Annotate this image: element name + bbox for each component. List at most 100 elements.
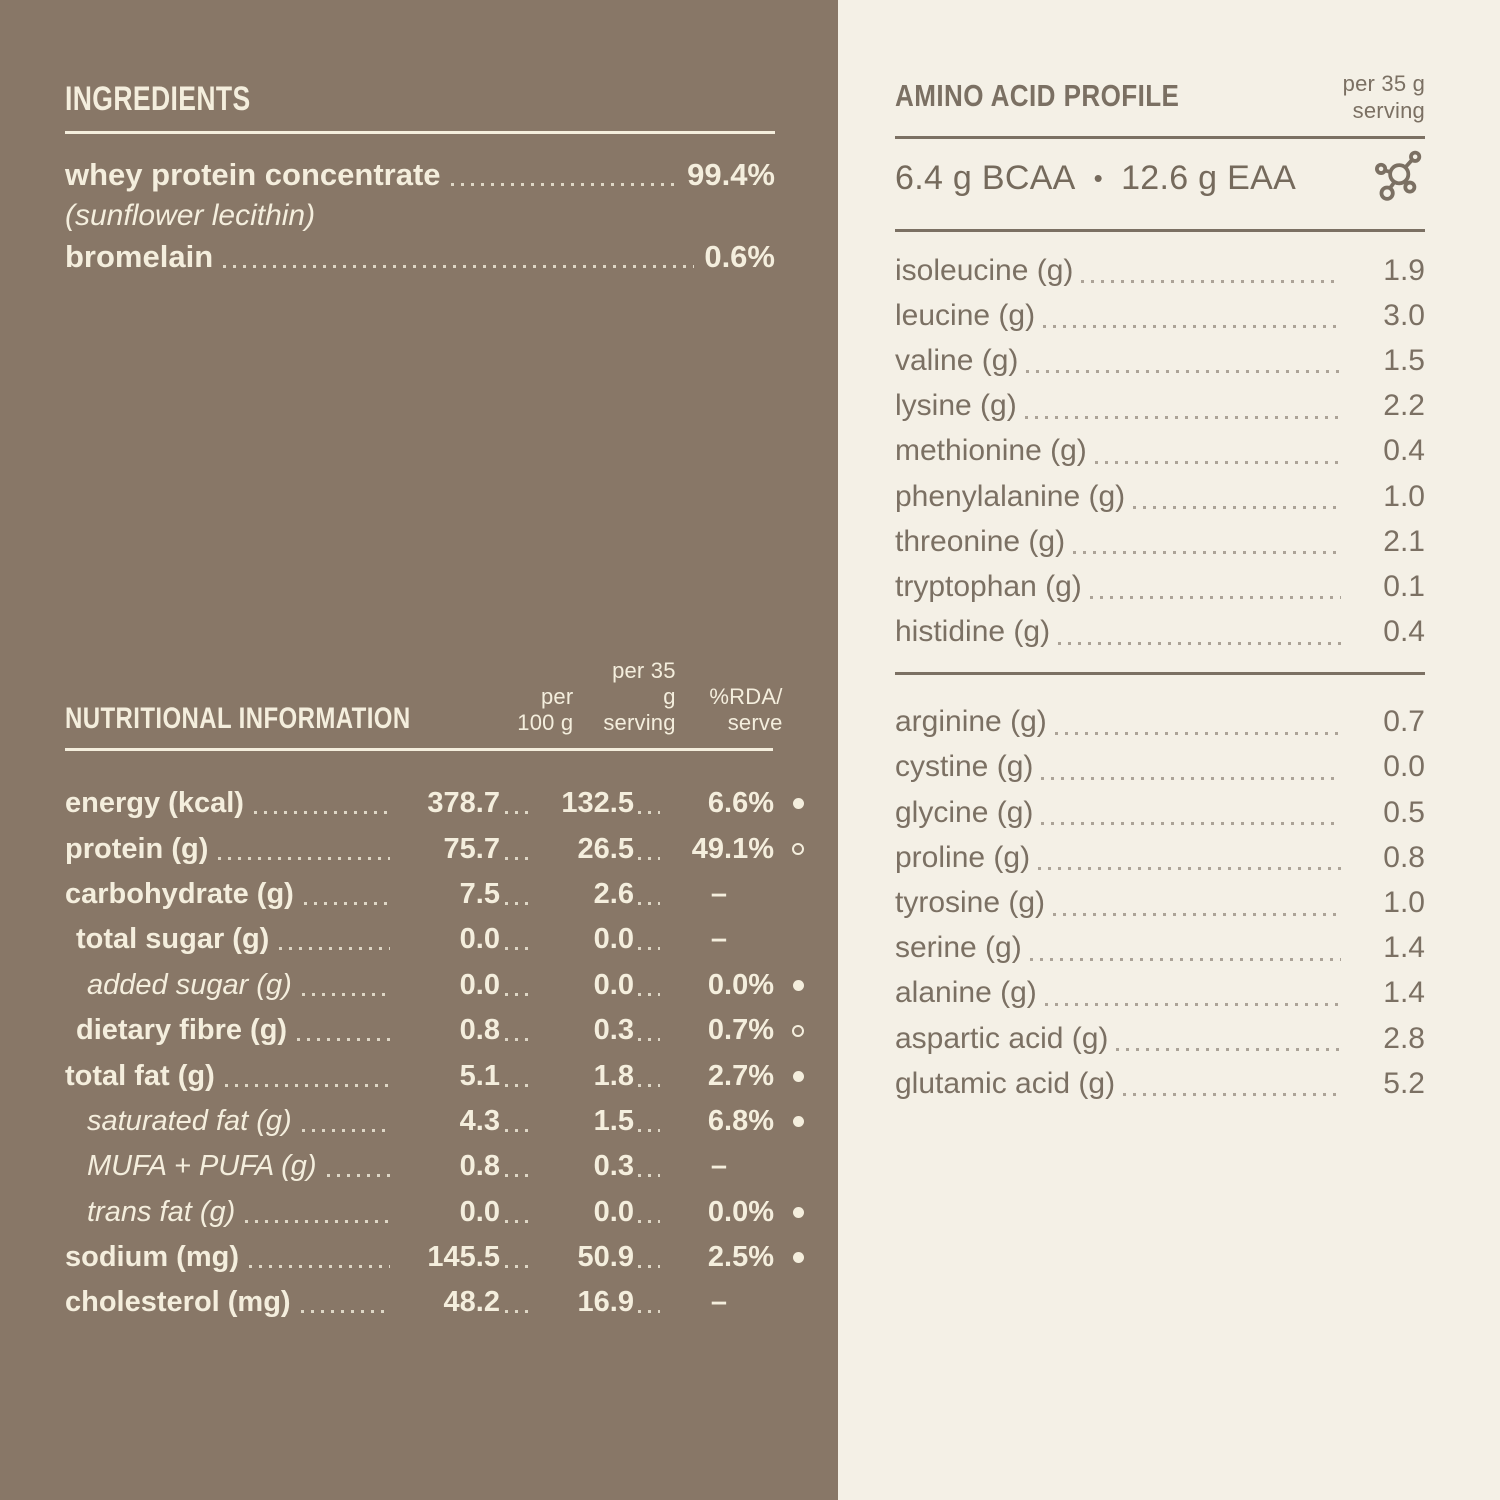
list-item: tryptophan (g) 0.1 [895, 564, 1425, 609]
row-label: total fat (g) [65, 1059, 215, 1092]
divider [895, 136, 1425, 139]
amino-title: AMINO ACID PROFILE [895, 78, 1180, 113]
amino-label: leucine (g) [895, 298, 1036, 332]
value-per-35g: 0.0 [593, 968, 634, 1001]
dot-leader [450, 182, 678, 186]
list-item: aspartic acid (g) 2.8 [895, 1016, 1425, 1061]
dot-leader [1123, 1093, 1341, 1097]
value-per-100g: 0.0 [459, 923, 500, 956]
dot-leader [505, 811, 529, 815]
row-label: sodium (mg) [65, 1241, 239, 1274]
table-row: trans fat (g) 0.0 0.0 0.0% [65, 1190, 810, 1235]
list-item: arginine (g) 0.7 [895, 700, 1425, 745]
dot-leader [301, 992, 390, 996]
amino-label: lysine (g) [895, 389, 1017, 423]
molecule-icon [1375, 150, 1422, 201]
dot-leader [505, 856, 529, 860]
dot-leader [505, 1265, 529, 1269]
value-per-35g: 1.5 [593, 1104, 634, 1137]
dot-leader [218, 856, 390, 860]
row-label: cholesterol (mg) [65, 1286, 291, 1319]
dot-leader [638, 1265, 660, 1269]
table-row: dietary fibre (g) 0.8 0.3 0.7% [65, 1008, 810, 1053]
amino-value: 0.4 [1383, 434, 1425, 468]
list-item: leucine (g) 3.0 [895, 293, 1425, 338]
row-marker [786, 1025, 810, 1037]
amino-label: aspartic acid (g) [895, 1021, 1109, 1055]
ingredient-name: whey protein concentrate [65, 157, 441, 192]
value-rda: 2.5% [707, 1241, 774, 1274]
non-essential-amino-list: arginine (g) 0.7 cystine (g) 0.0 glycine… [895, 700, 1425, 1107]
row-label: MUFA + PUFA (g) [87, 1150, 317, 1183]
dot-leader [224, 1083, 390, 1087]
dot-leader [1024, 415, 1341, 419]
dot-leader [638, 1128, 660, 1132]
amino-acid-section: AMINO ACID PROFILE per 35 g serving 6.4 … [895, 0, 1425, 1106]
dot-leader [505, 947, 529, 951]
bcaa-total: 6.4 g BCAA [895, 158, 1076, 197]
dot-leader [1041, 822, 1341, 826]
list-item: serine (g) 1.4 [895, 926, 1425, 971]
amino-value: 0.4 [1383, 615, 1425, 649]
amino-label: alanine (g) [895, 976, 1037, 1010]
row-marker [786, 1207, 810, 1218]
dot-leader [1133, 506, 1341, 510]
ingredient-note: (sunflower lecithin) [65, 199, 316, 232]
divider [895, 671, 1425, 675]
list-item: proline (g) 0.8 [895, 835, 1425, 880]
list-item: glycine (g) 0.5 [895, 790, 1425, 835]
value-per-100g: 75.7 [443, 832, 500, 865]
value-per-35g: 1.8 [593, 1059, 634, 1092]
dot-leader [638, 811, 660, 815]
value-per-35g: 2.6 [593, 877, 634, 910]
ingredient-value: 0.6% [704, 239, 775, 274]
value-per-35g: 16.9 [577, 1286, 634, 1319]
value-per-100g: 0.0 [459, 968, 500, 1001]
table-row: energy (kcal) 378.7 132.5 6.6% [65, 781, 810, 826]
list-item: valine (g) 1.5 [895, 338, 1425, 383]
table-row: added sugar (g) 0.0 0.0 0.0% [65, 963, 810, 1008]
amino-label: methionine (g) [895, 434, 1087, 468]
dot-leader [638, 1083, 660, 1087]
ingredient-row: bromelain 0.6% [65, 236, 775, 278]
amino-label: serine (g) [895, 931, 1022, 965]
value-per-35g: 26.5 [577, 832, 634, 865]
nutrition-section: NUTRITIONAL INFORMATION per 100 g per 35 … [65, 658, 810, 1326]
row-label: trans fat (g) [87, 1195, 236, 1228]
row-marker [786, 843, 810, 855]
value-rda: 0.0% [707, 968, 774, 1001]
list-item: alanine (g) 1.4 [895, 971, 1425, 1016]
dot-leader [505, 1174, 529, 1178]
amino-value: 3.0 [1383, 298, 1425, 332]
dot-leader [303, 901, 390, 905]
amino-value: 1.4 [1383, 976, 1425, 1010]
dot-leader [1041, 776, 1341, 780]
value-per-100g: 48.2 [443, 1286, 500, 1319]
table-row: cholesterol (mg) 48.2 16.9 – [65, 1280, 810, 1325]
divider [65, 748, 773, 751]
amino-value: 0.5 [1383, 795, 1425, 829]
dot-leader [638, 856, 660, 860]
value-per-100g: 145.5 [427, 1241, 500, 1274]
row-marker [786, 980, 810, 991]
dot-leader [326, 1174, 390, 1178]
row-label: dietary fibre (g) [76, 1014, 288, 1047]
row-marker [786, 1071, 810, 1082]
table-row: protein (g) 75.7 26.5 49.1% [65, 826, 810, 871]
amino-value: 2.1 [1383, 524, 1425, 558]
dot-leader [505, 1219, 529, 1223]
nutrition-title: NUTRITIONAL INFORMATION [65, 702, 411, 735]
value-rda: 0.0% [707, 1195, 774, 1228]
amino-value: 0.8 [1383, 840, 1425, 874]
value-rda: 6.6% [707, 787, 774, 820]
value-rda: 0.7% [707, 1014, 774, 1047]
column-header-rda: %RDA/serve [709, 684, 783, 735]
list-item: phenylalanine (g) 1.0 [895, 474, 1425, 519]
value-per-35g: 0.3 [593, 1014, 634, 1047]
dot-leader [253, 811, 390, 815]
row-marker [786, 1252, 810, 1263]
row-label: saturated fat (g) [87, 1104, 292, 1137]
dot-leader [638, 1038, 660, 1042]
dot-leader [638, 901, 660, 905]
value-rda: 2.7% [707, 1059, 774, 1092]
